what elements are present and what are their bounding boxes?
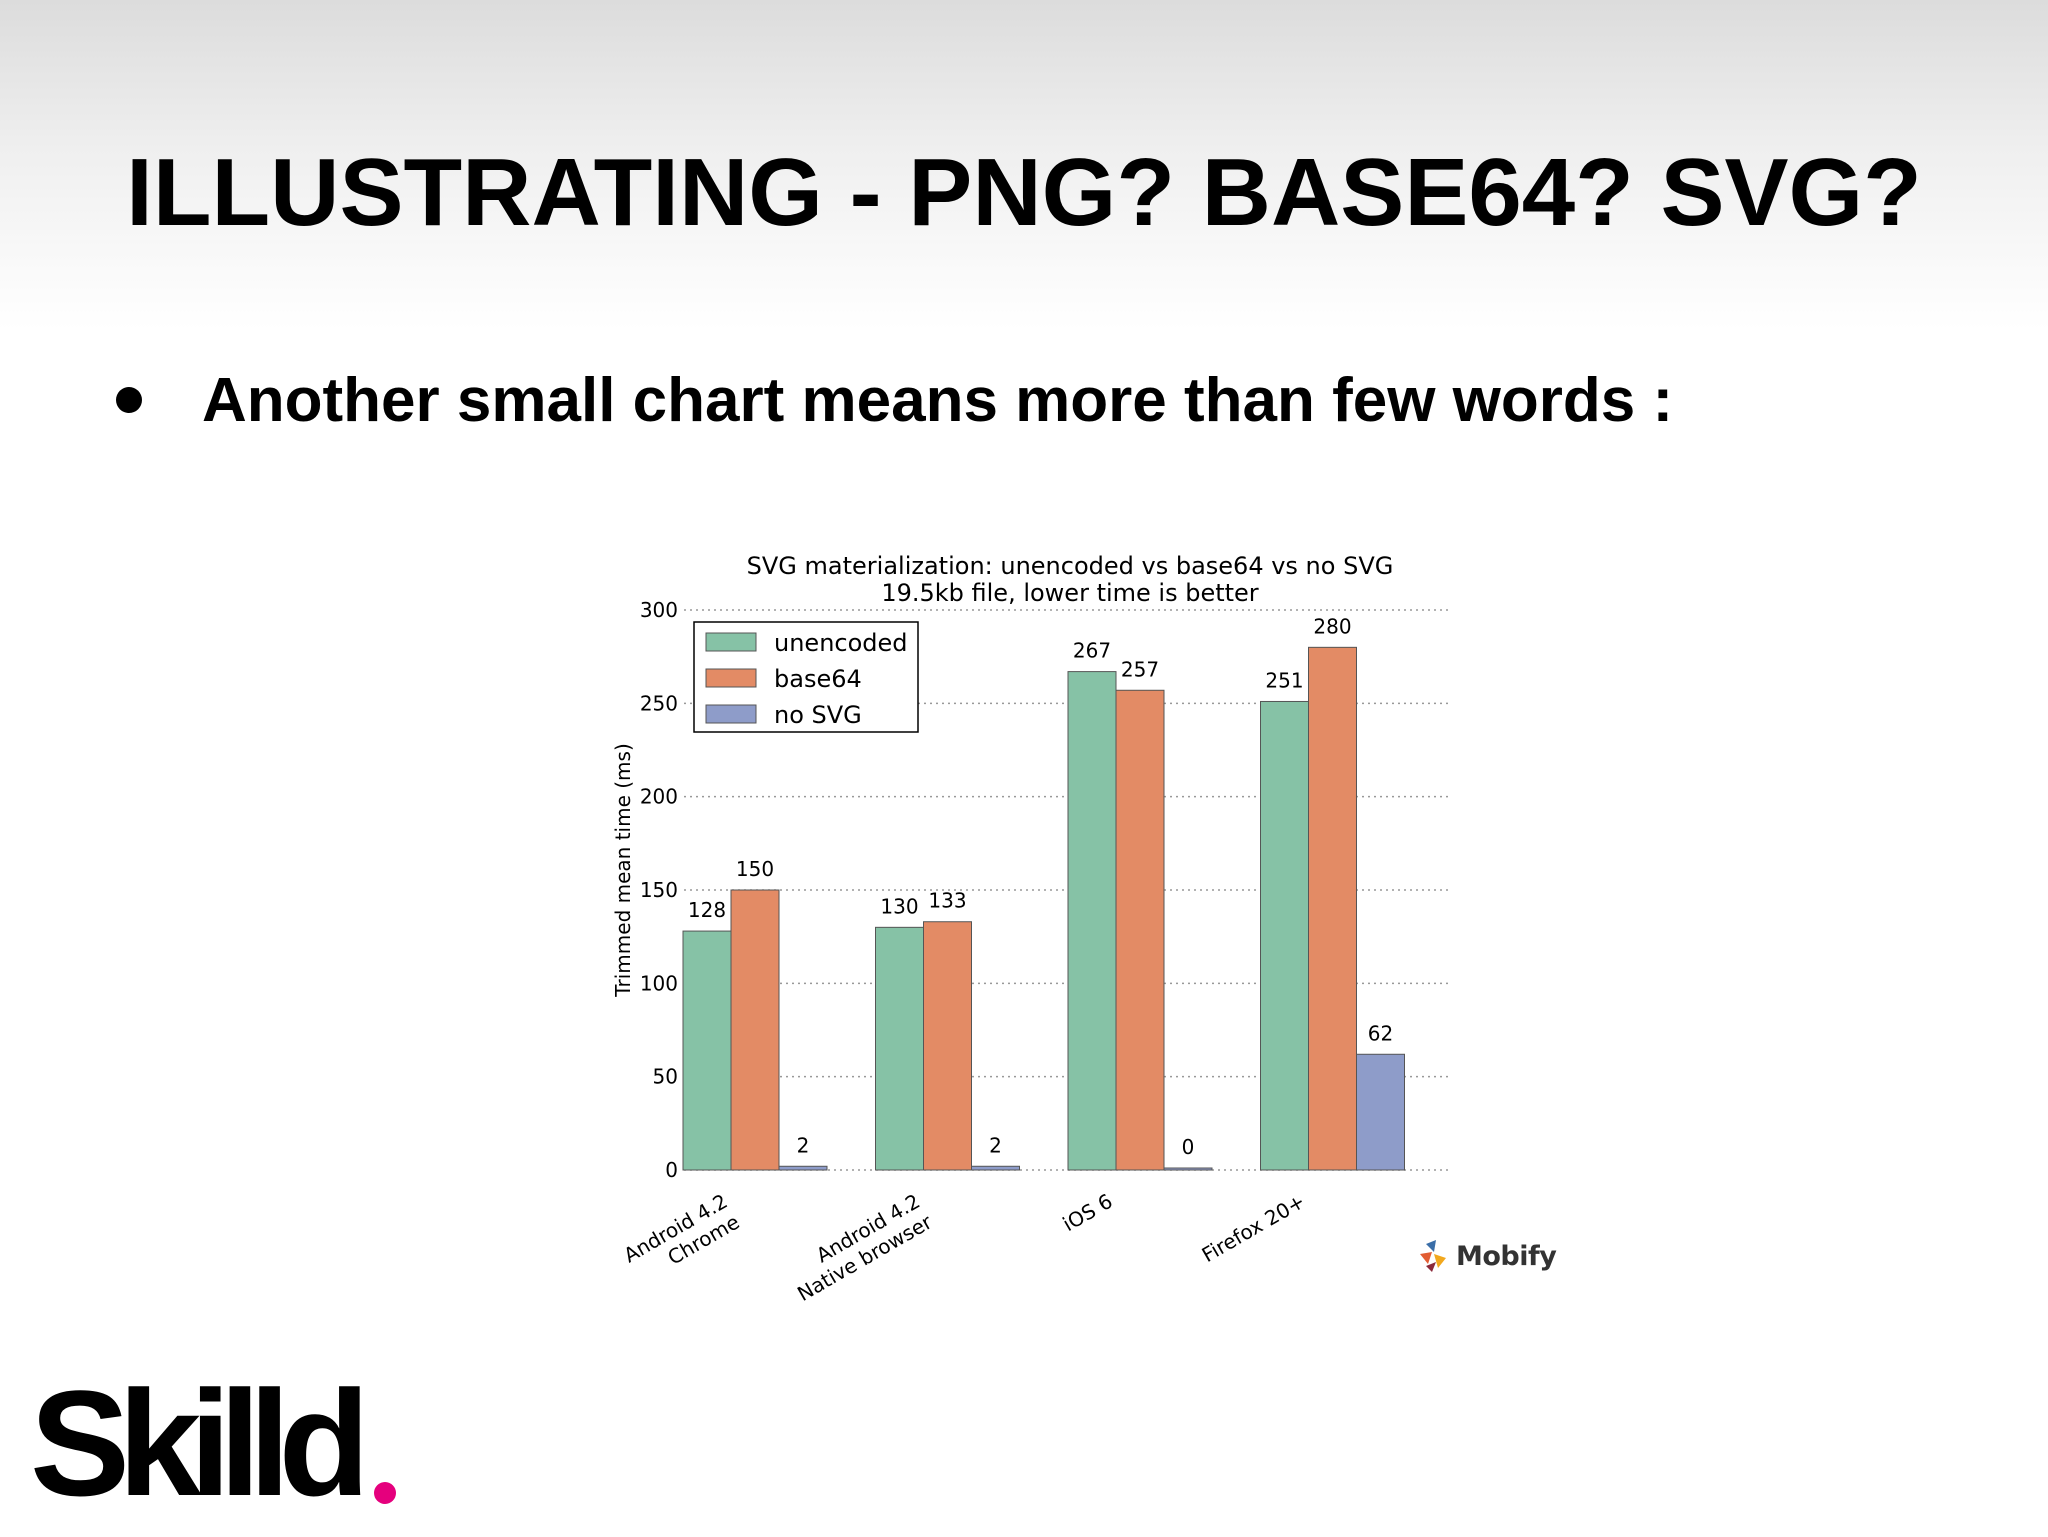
bullet-item: Another small chart means more than few … xyxy=(110,360,1673,440)
bar xyxy=(1067,671,1117,1171)
data-label: 130 xyxy=(880,894,918,918)
bar xyxy=(1115,689,1165,1171)
x-tick-label: iOS 6 xyxy=(1059,1189,1117,1236)
legend-swatch xyxy=(705,668,757,688)
legend-entry: unencoded xyxy=(774,629,908,657)
x-tick-label: Android 4.2Native browser xyxy=(781,1188,937,1306)
mobify-logo: Mobify xyxy=(1420,1236,1557,1276)
y-tick-label: 300 xyxy=(640,598,678,622)
slide-title: ILLUSTRATING - PNG? BASE64? SVG? xyxy=(126,139,1922,246)
data-label: 267 xyxy=(1073,639,1111,663)
data-label: 2 xyxy=(989,1133,1002,1157)
bar xyxy=(875,926,924,1171)
bar xyxy=(1308,646,1357,1171)
x-tick-label: Android 4.2Chrome xyxy=(619,1189,743,1288)
y-tick-label: 150 xyxy=(640,878,678,902)
y-tick-label: 250 xyxy=(640,691,678,715)
data-label: 0 xyxy=(1182,1135,1195,1159)
bullet-dot xyxy=(116,387,142,413)
x-tick-label: Firefox 20+ xyxy=(1198,1189,1309,1267)
bar xyxy=(971,1165,1020,1171)
bar xyxy=(1356,1053,1405,1171)
data-label: 257 xyxy=(1121,657,1159,681)
legend-entry: base64 xyxy=(774,665,862,693)
y-axis-label: Trimmed mean time (ms) xyxy=(611,743,635,998)
legend-swatch xyxy=(705,704,757,724)
data-label: 128 xyxy=(688,898,726,922)
data-labels: 128 150 2 130 133 2 267 257 0 251 280 62 xyxy=(688,614,1393,1159)
data-label: 150 xyxy=(736,857,774,881)
legend-entry: no SVG xyxy=(774,701,862,729)
x-tick-label-line: Firefox 20+ xyxy=(1198,1189,1309,1267)
x-tick-label-line: iOS 6 xyxy=(1059,1189,1117,1236)
bar xyxy=(730,889,780,1171)
y-tick-label: 0 xyxy=(665,1158,678,1182)
brand-logo: Skilld xyxy=(30,1368,397,1518)
data-label: 2 xyxy=(797,1133,810,1157)
bar xyxy=(1260,700,1309,1171)
bar xyxy=(923,921,972,1171)
legend-swatch xyxy=(705,632,757,652)
header-band xyxy=(0,0,2048,330)
data-label: 251 xyxy=(1265,668,1303,692)
y-tick-label: 200 xyxy=(640,785,678,809)
y-tick-label: 100 xyxy=(640,971,678,995)
data-label: 62 xyxy=(1368,1021,1393,1045)
bar xyxy=(1163,1167,1213,1171)
data-label: 280 xyxy=(1313,614,1351,638)
bar xyxy=(778,1165,828,1171)
chart-title: SVG materialization: unencoded vs base64… xyxy=(747,552,1394,580)
bullet-text: Another small chart means more than few … xyxy=(202,365,1674,435)
mobify-label: Mobify xyxy=(1456,1240,1557,1272)
legend: unencoded base64 no SVG xyxy=(693,621,919,733)
bars xyxy=(682,646,1405,1171)
mobify-mark-icon xyxy=(1420,1240,1446,1272)
bar xyxy=(682,930,732,1171)
brand-wordmark: Skilld xyxy=(30,1359,370,1527)
brand-dot xyxy=(374,1482,397,1504)
y-tick-label: 50 xyxy=(653,1065,678,1089)
chart-subtitle: 19.5kb file, lower time is better xyxy=(881,579,1258,607)
data-label: 133 xyxy=(928,889,966,913)
